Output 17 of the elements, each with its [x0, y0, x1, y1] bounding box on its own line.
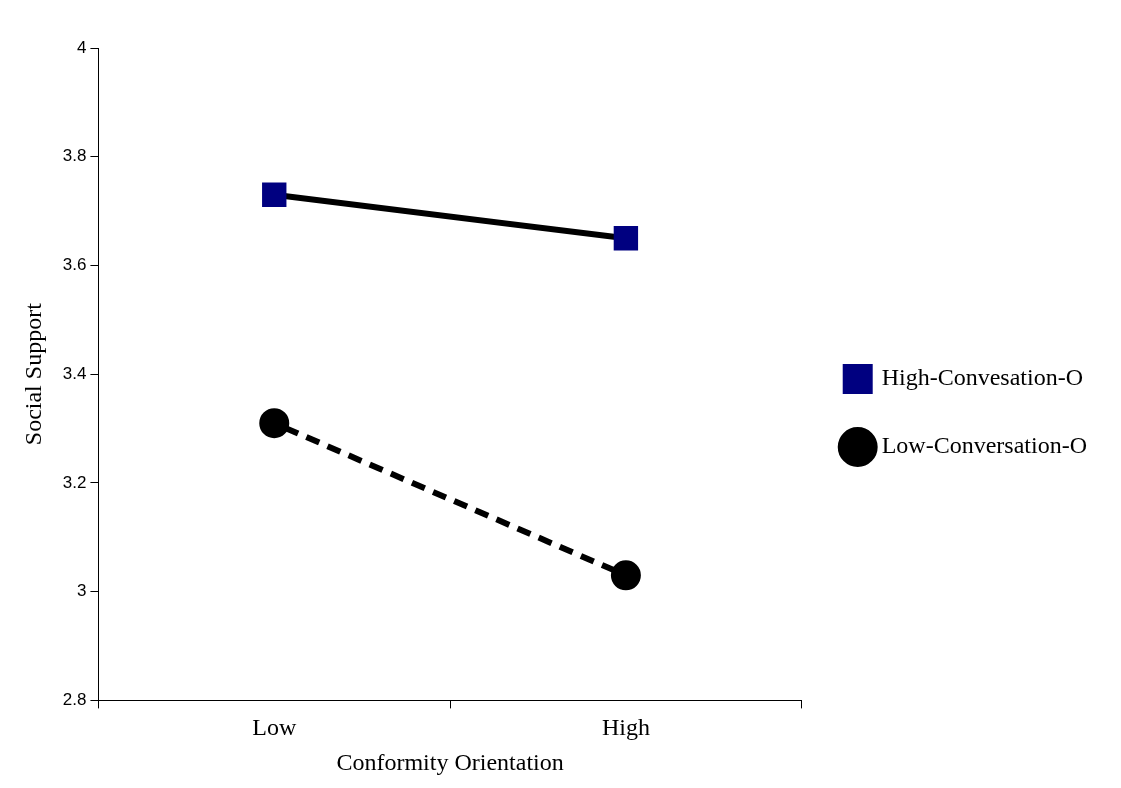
y-tick-label: 3.4	[62, 363, 87, 383]
y-tick-label: 3	[76, 581, 87, 601]
point	[262, 182, 287, 207]
x-axis-title: Conformity Orientation	[336, 748, 564, 775]
point	[610, 560, 641, 591]
x-tick-label: Low	[252, 714, 297, 741]
x-tick-label: High	[601, 714, 650, 741]
y-tick-label: 2.8	[62, 690, 87, 710]
y-tick-label: 3.2	[62, 472, 87, 492]
point	[613, 226, 639, 251]
y-tick-label: 3.6	[62, 255, 87, 275]
legend-label: High-Convesation-O	[881, 364, 1084, 391]
y-axis-title: Social Support	[19, 302, 46, 446]
y-tick-label: 4	[76, 37, 87, 57]
y-tick-label: 3.8	[62, 146, 87, 166]
point	[259, 408, 290, 439]
legend-label: Low-Conversation-O	[881, 432, 1088, 459]
